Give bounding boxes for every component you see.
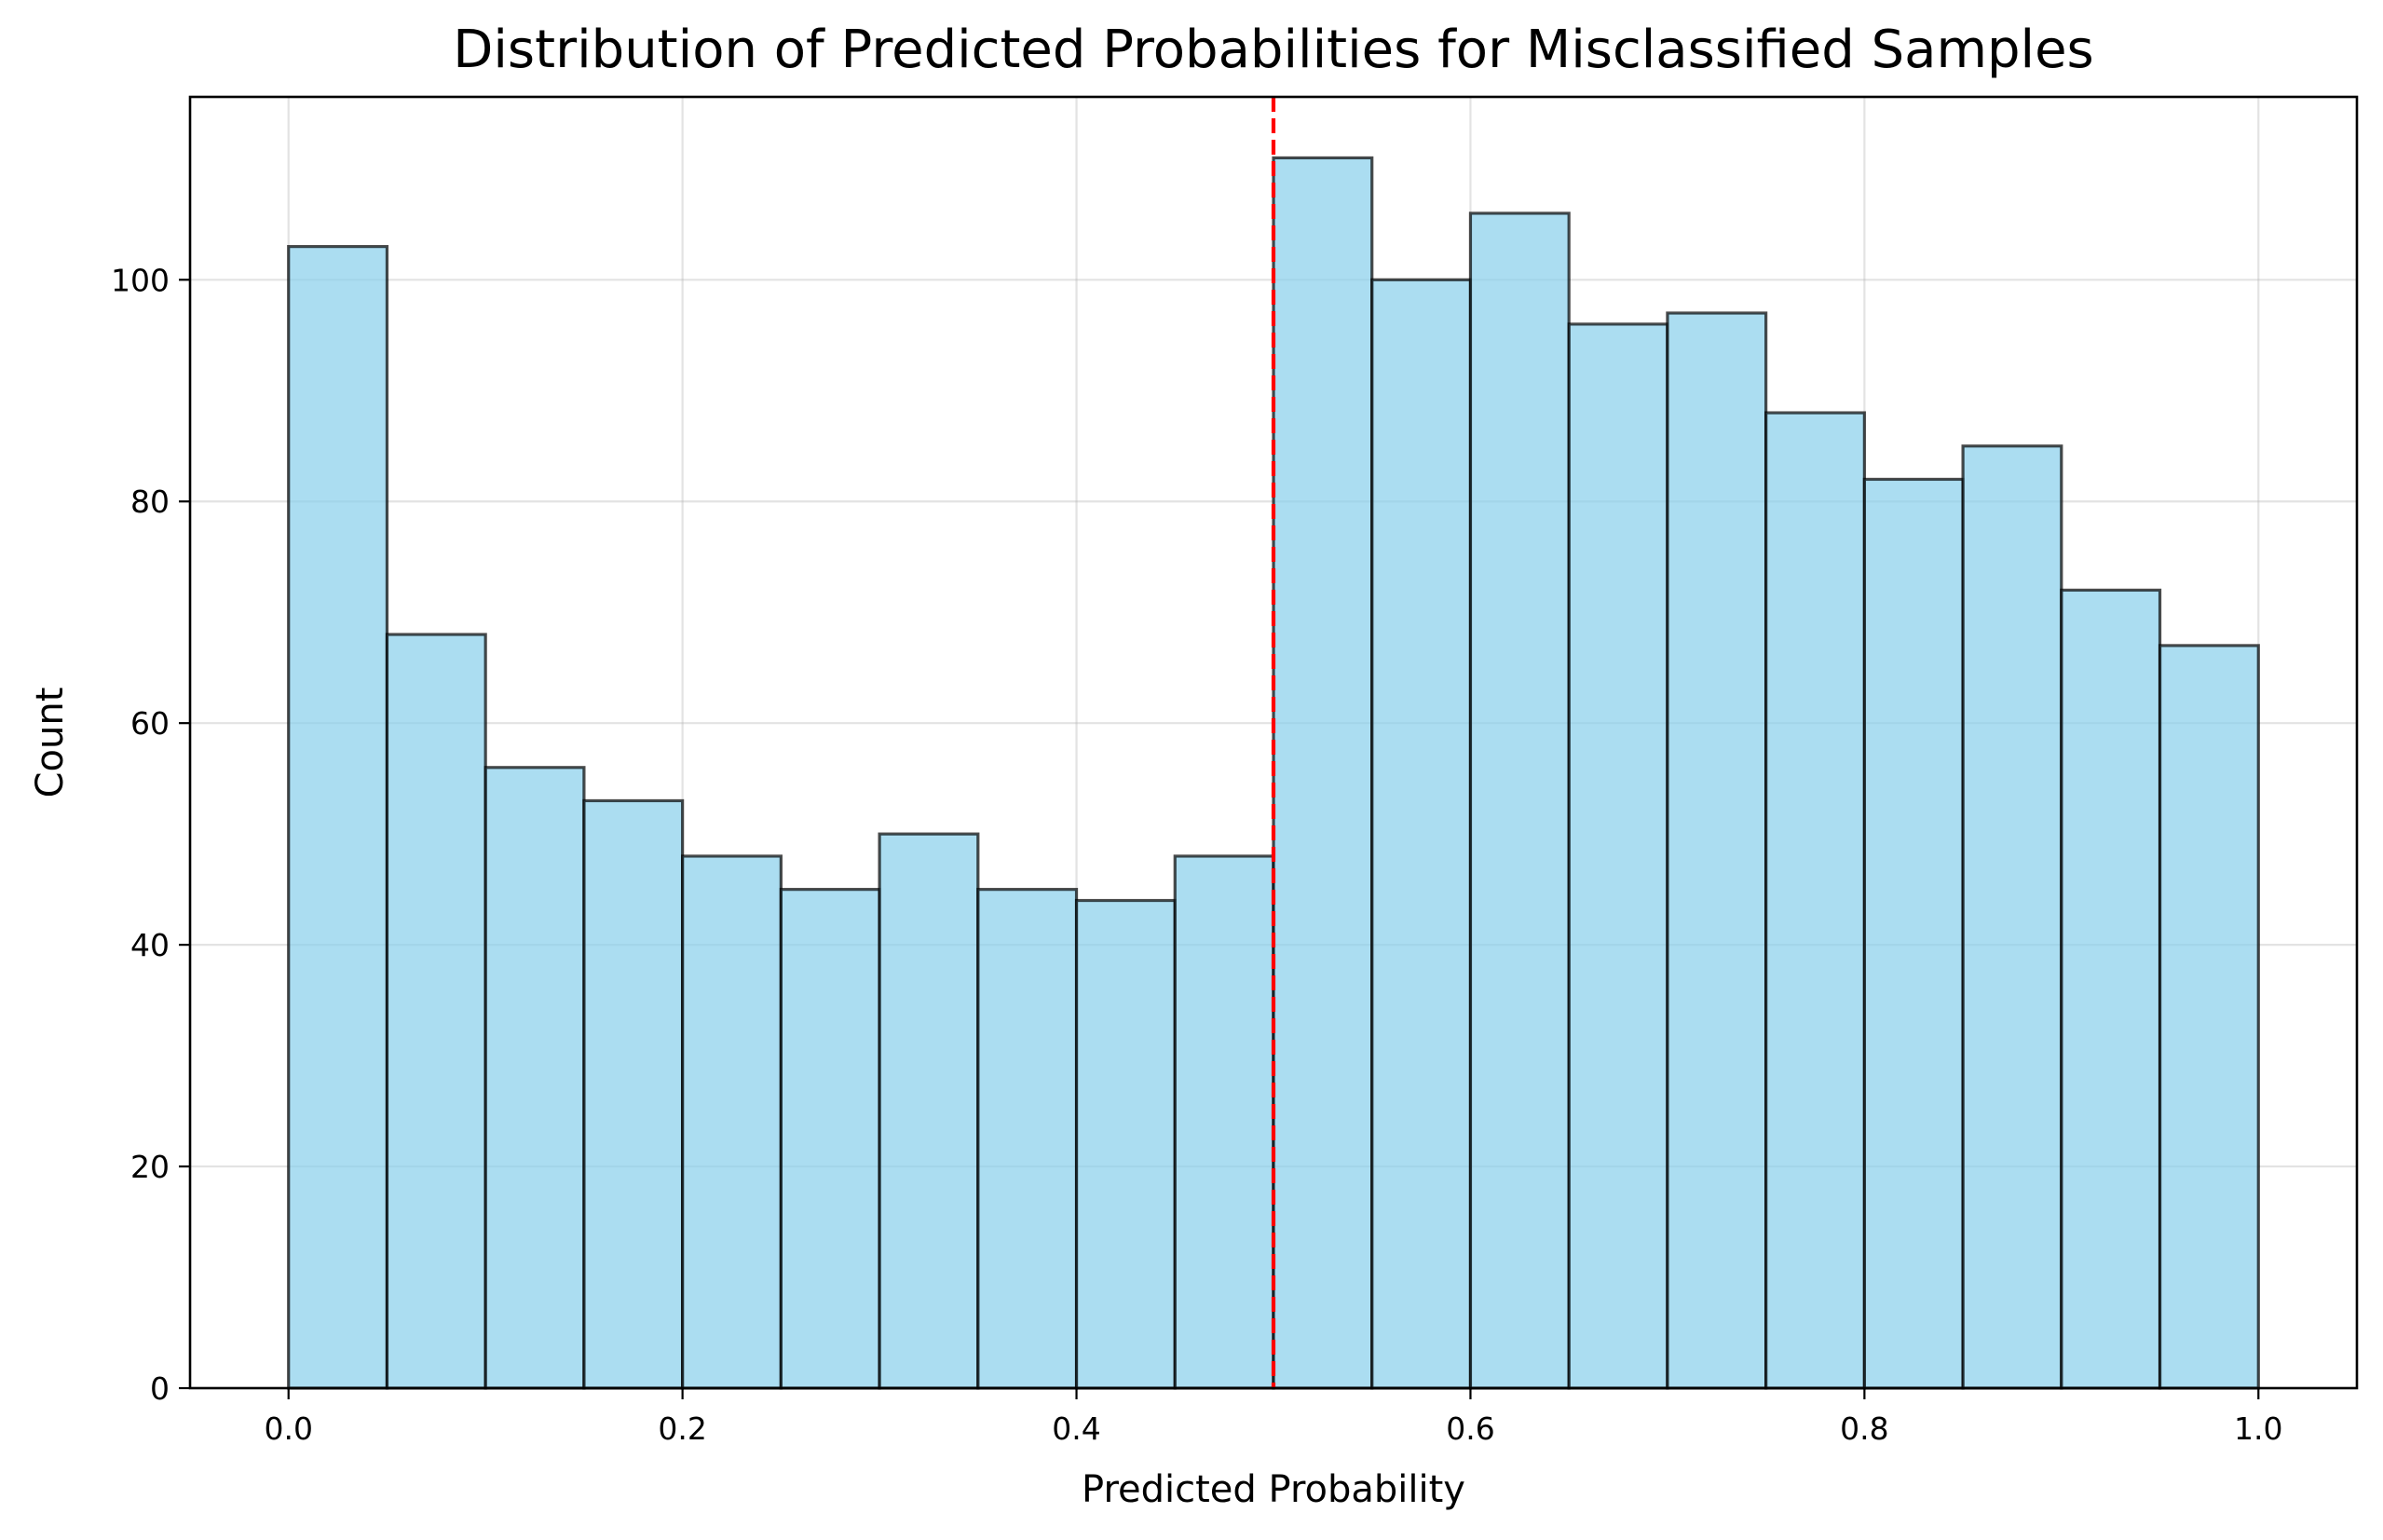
- histogram-bar-2: [483, 766, 586, 1390]
- histogram-bar-10: [1272, 156, 1374, 1390]
- histogram-bar-7: [976, 888, 1079, 1390]
- histogram-bar-16: [1862, 477, 1965, 1390]
- histogram-bar-3: [582, 798, 685, 1390]
- histogram-bar-14: [1666, 311, 1768, 1390]
- x-tick-label-5: 1.0: [2234, 1411, 2282, 1447]
- x-tick-label-2: 0.4: [1052, 1411, 1100, 1447]
- histogram-bar-13: [1567, 322, 1669, 1390]
- y-tick-label-4: 80: [130, 484, 170, 520]
- histogram-bar-15: [1764, 411, 1866, 1390]
- histogram-bar-6: [878, 832, 980, 1390]
- plot-area: 0.0 0.2 0.4 0.6 0.8 1.0 0 20 40 60 80 100: [111, 95, 2359, 1447]
- histogram-bar-11: [1370, 278, 1473, 1390]
- x-tick-label-3: 0.6: [1446, 1411, 1494, 1447]
- x-tick-label-0: 0.0: [264, 1411, 312, 1447]
- y-tick-label-5: 100: [111, 262, 170, 298]
- histogram-bars: [287, 156, 2260, 1390]
- histogram-bar-18: [2060, 588, 2162, 1390]
- chart-title: Distribution of Predicted Probabilities …: [453, 20, 2093, 80]
- histogram-bar-4: [681, 854, 783, 1390]
- plot-frame: [188, 95, 2359, 1390]
- y-tick-label-0: 0: [150, 1370, 170, 1407]
- histogram-bar-1: [385, 633, 487, 1390]
- y-axis-ticks: 0 20 40 60 80 100: [111, 262, 190, 1407]
- histogram-bar-9: [1173, 854, 1275, 1390]
- histogram-bar-19: [2158, 644, 2260, 1390]
- histogram-bar-12: [1468, 211, 1571, 1390]
- y-tick-label-2: 40: [130, 927, 170, 963]
- y-axis-label: Count: [29, 688, 72, 798]
- y-tick-label-3: 60: [130, 705, 170, 742]
- histogram-bar-0: [287, 245, 389, 1390]
- x-tick-label-4: 0.8: [1840, 1411, 1888, 1447]
- x-tick-label-1: 0.2: [658, 1411, 706, 1447]
- x-axis-label: Predicted Probability: [1082, 1468, 1465, 1511]
- histogram-bar-5: [779, 888, 881, 1390]
- y-tick-label-1: 20: [130, 1149, 170, 1185]
- histogram-bar-17: [1961, 444, 2063, 1390]
- x-axis-ticks: 0.0 0.2 0.4 0.6 0.8 1.0: [264, 1388, 2283, 1447]
- histogram-bar-8: [1074, 898, 1177, 1390]
